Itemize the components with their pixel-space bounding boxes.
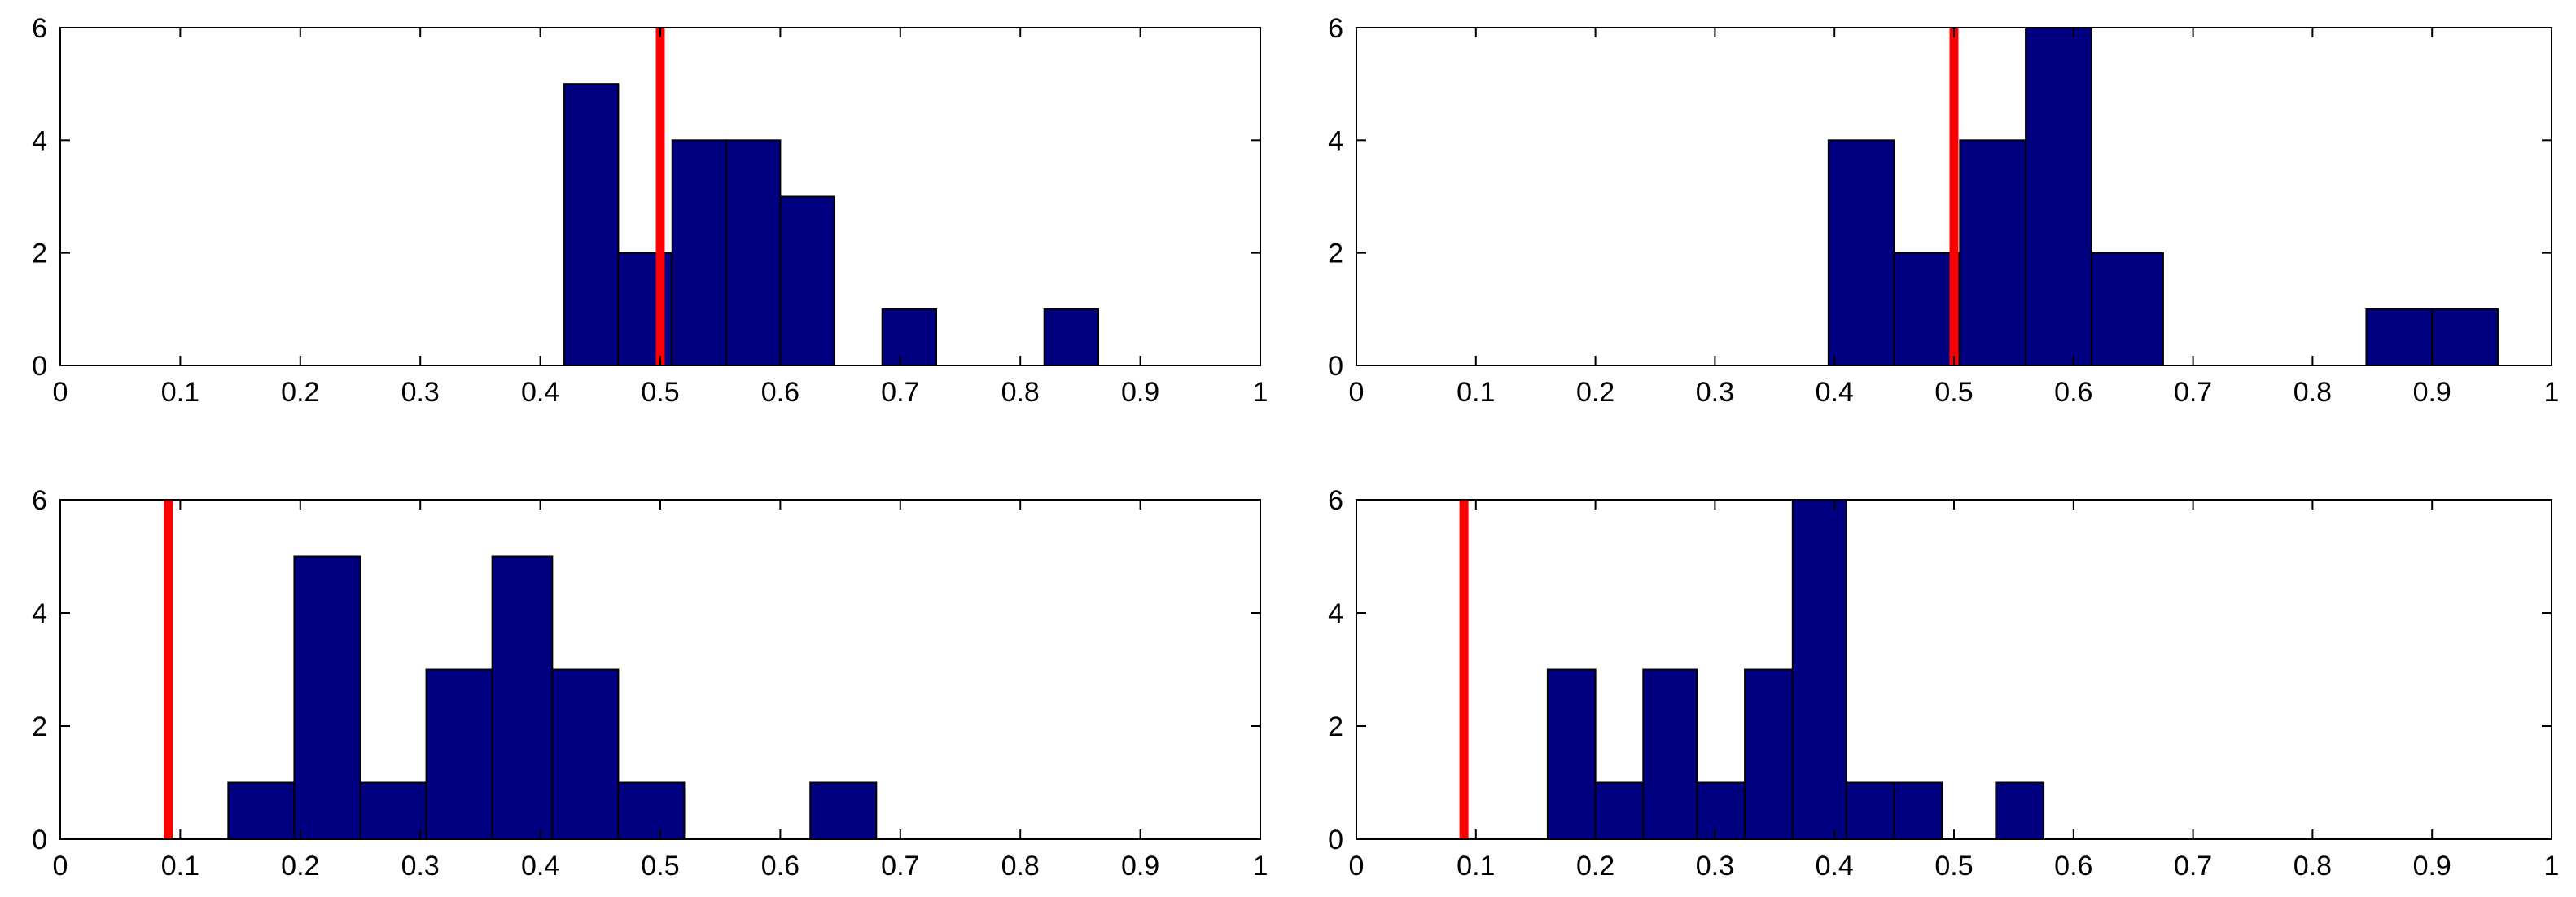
x-tick-label: 0.7	[2174, 851, 2212, 882]
x-tick-label: 1	[1253, 377, 1268, 408]
histogram-panel-bottom-left: 0 0.1 0.2 0.3 0.4 0.5 0.6 0.7 0.8 0.9 1 0 2 4 6	[32, 485, 1268, 882]
x-tick-label: 0.1	[161, 851, 199, 882]
x-tick-label: 0.6	[761, 377, 800, 408]
x-tick-label: 0.6	[2054, 851, 2092, 882]
histogram-panel-top-right: 0 0.1 0.2 0.3 0.4 0.5 0.6 0.7 0.8 0.9 1 0 2 4 6	[1328, 13, 2559, 408]
x-tick-label: 0.2	[1576, 377, 1614, 408]
x-tick-label: 0.1	[1457, 377, 1495, 408]
histogram-bar	[1043, 308, 1100, 367]
histogram-bar	[227, 781, 296, 840]
y-tick-label: 0	[32, 825, 47, 855]
x-tick-label: 0.8	[1001, 851, 1040, 882]
histogram-bar	[1696, 781, 1746, 840]
x-tick-label: 0.4	[1816, 851, 1854, 882]
histogram-bar	[1995, 781, 2045, 840]
x-tick-label: 0.6	[761, 851, 800, 882]
x-tick-label: 0.8	[2293, 851, 2332, 882]
y-tick-label: 2	[1328, 238, 1343, 269]
histogram-bar	[671, 139, 728, 366]
y-tick-label: 6	[32, 13, 47, 44]
x-tick-label: 0.8	[2293, 377, 2332, 408]
x-tick-label: 0.5	[1934, 851, 1973, 882]
x-tick-label: 0.5	[641, 377, 679, 408]
x-tick-label: 0.3	[1696, 377, 1734, 408]
x-tick-label: 0.2	[281, 377, 319, 408]
x-tick-label: 0.1	[161, 377, 199, 408]
histogram-bar	[551, 668, 620, 840]
histogram-bar	[425, 668, 493, 840]
x-tick-label: 0.8	[1001, 377, 1040, 408]
x-tick-label: 0.3	[401, 377, 440, 408]
x-tick-label: 0	[53, 377, 68, 408]
y-tick-label: 2	[32, 238, 47, 269]
histogram-bar	[1893, 781, 1943, 840]
x-tick-label: 1	[2544, 377, 2560, 408]
histogram-bar	[1744, 668, 1794, 840]
histogram-panel-bottom-right: 0 0.1 0.2 0.3 0.4 0.5 0.6 0.7 0.8 0.9 1 0 2 4 6	[1328, 485, 2559, 882]
histogram-bar	[725, 139, 782, 366]
y-tick-label: 0	[1328, 825, 1343, 855]
histogram-bar	[491, 555, 554, 840]
x-tick-label: 0	[53, 851, 68, 882]
histogram-bar	[1845, 781, 1895, 840]
y-tick-label: 4	[32, 125, 47, 156]
y-tick-label: 4	[1328, 125, 1343, 156]
x-tick-label: 0.4	[521, 851, 559, 882]
x-tick-label: 0	[1349, 851, 1365, 882]
histogram-bar	[563, 83, 620, 367]
y-tick-label: 6	[1328, 485, 1343, 516]
histogram-bar	[617, 781, 686, 840]
x-tick-label: 0.9	[1121, 851, 1159, 882]
histogram-bar	[1594, 781, 1645, 840]
histogram-bar	[2025, 27, 2092, 366]
x-tick-label: 0.4	[1816, 377, 1854, 408]
x-tick-label: 0.9	[2413, 851, 2451, 882]
histogram-bar	[2090, 252, 2164, 366]
x-tick-label: 0.4	[521, 377, 559, 408]
x-tick-label: 0.9	[2413, 377, 2451, 408]
histogram-bar	[2431, 308, 2499, 367]
y-tick-label: 2	[32, 711, 47, 742]
x-tick-label: 0.6	[2054, 377, 2092, 408]
x-tick-label: 1	[1253, 851, 1268, 882]
histogram-bar	[1959, 139, 2027, 366]
plot-area	[1356, 500, 2552, 839]
histogram-bar	[2365, 308, 2434, 367]
histogram-bar	[1546, 668, 1597, 840]
x-tick-label: 0.5	[641, 851, 679, 882]
x-tick-label: 0.2	[1576, 851, 1614, 882]
y-tick-label: 6	[32, 485, 47, 516]
y-tick-label: 0	[32, 351, 47, 382]
histogram-bar	[1791, 499, 1847, 840]
histogram-bar	[881, 308, 938, 367]
x-tick-label: 0.7	[2174, 377, 2212, 408]
histogram-bar	[779, 195, 835, 366]
y-tick-label: 4	[1328, 598, 1343, 629]
x-tick-label: 1	[2544, 851, 2560, 882]
y-tick-label: 2	[1328, 711, 1343, 742]
x-tick-label: 0.2	[281, 851, 319, 882]
x-tick-label: 0.9	[1121, 377, 1159, 408]
x-tick-label: 0.3	[401, 851, 440, 882]
histogram-bar	[1642, 668, 1698, 840]
x-tick-label: 0.7	[881, 377, 919, 408]
y-tick-label: 4	[32, 598, 47, 629]
y-tick-label: 0	[1328, 351, 1343, 382]
histogram-bar	[293, 555, 361, 840]
x-tick-label: 0.5	[1934, 377, 1973, 408]
x-tick-label: 0.7	[881, 851, 919, 882]
y-tick-label: 6	[1328, 13, 1343, 44]
histogram-panel-top-left: 0 0.1 0.2 0.3 0.4 0.5 0.6 0.7 0.8 0.9 1 0 2 4 6	[32, 13, 1268, 408]
histogram-bar	[359, 781, 427, 840]
histogram-bar	[1827, 139, 1895, 366]
x-tick-label: 0.3	[1696, 851, 1734, 882]
histogram-bar	[809, 781, 878, 840]
x-tick-label: 0	[1349, 377, 1365, 408]
x-tick-label: 0.1	[1457, 851, 1495, 882]
